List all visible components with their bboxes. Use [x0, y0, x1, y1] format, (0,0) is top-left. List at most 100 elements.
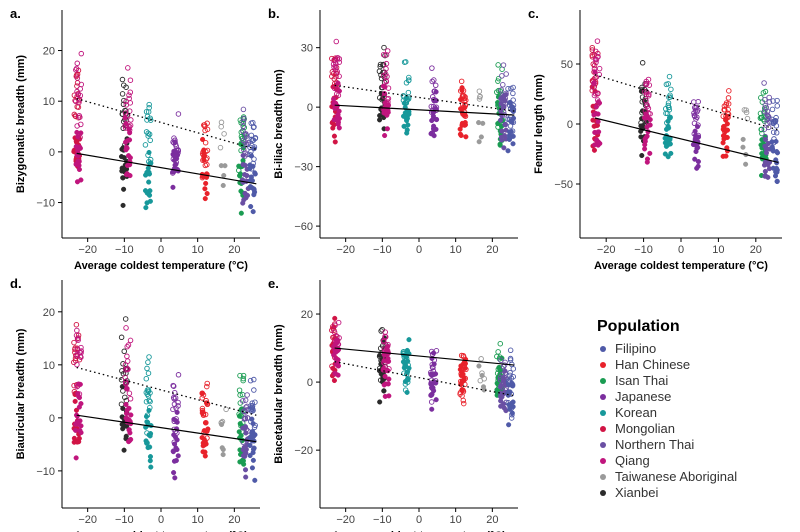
data-point-open — [121, 97, 127, 104]
data-point-filled — [200, 443, 206, 449]
data-point-open — [125, 342, 132, 348]
data-point-filled — [509, 380, 515, 386]
data-point-open — [74, 327, 80, 334]
data-point-open — [241, 124, 248, 131]
data-point-open — [170, 406, 176, 413]
data-point-open — [241, 408, 247, 414]
data-point-open — [508, 415, 515, 421]
data-point-filled — [73, 407, 80, 413]
data-point-filled — [724, 121, 730, 127]
panel-a: a. −20 −10 0 10 20 −10 0 10 20 Average coldest tem… — [10, 6, 260, 272]
data-point-open — [171, 401, 178, 407]
data-point-filled — [332, 139, 338, 145]
data-point-filled — [249, 465, 255, 471]
data-point-open — [204, 435, 210, 441]
data-point-filled — [172, 475, 178, 481]
data-point-open — [218, 123, 224, 130]
data-point-open — [639, 94, 646, 100]
data-point-open — [402, 387, 409, 393]
data-point-filled — [146, 149, 152, 156]
data-point-open — [333, 38, 340, 45]
data-point-open — [237, 392, 243, 398]
legend-item: Xianbei — [600, 485, 658, 500]
data-point-open — [126, 390, 133, 397]
data-point-filled — [330, 365, 336, 371]
data-point-open — [432, 82, 439, 89]
data-point-filled — [502, 122, 508, 128]
data-point-open — [175, 111, 182, 117]
data-point-open — [247, 377, 254, 384]
data-point-filled — [463, 134, 469, 140]
data-point-filled — [405, 122, 411, 128]
data-point-open — [335, 92, 342, 99]
data-point-filled — [200, 136, 206, 142]
data-point-filled — [377, 399, 383, 405]
data-point-open — [377, 61, 384, 68]
data-point-open — [248, 136, 255, 143]
data-point-open — [647, 111, 653, 117]
data-point-open — [242, 397, 249, 403]
data-point-filled — [202, 453, 208, 459]
data-point-filled — [199, 390, 206, 396]
data-point-open — [724, 110, 731, 116]
data-point-open — [248, 149, 254, 155]
data-point-filled — [724, 127, 731, 133]
data-point-filled — [250, 446, 257, 452]
data-point-filled — [480, 120, 486, 126]
data-point-filled — [774, 149, 780, 155]
data-point-open — [639, 60, 646, 66]
data-point-filled — [71, 439, 77, 445]
data-point-filled — [662, 151, 668, 157]
data-point-open — [591, 62, 598, 69]
x-tick-label: 0 — [158, 514, 164, 526]
data-point-open — [145, 370, 152, 376]
x-tick-label: 10 — [450, 514, 462, 526]
data-point-open — [595, 90, 601, 97]
data-point-filled — [174, 437, 180, 443]
x-tick-label: 20 — [228, 514, 240, 526]
data-point-filled — [479, 372, 485, 379]
data-point-open — [119, 76, 126, 83]
data-point-open — [725, 101, 732, 107]
data-point-open — [171, 418, 178, 425]
data-point-open — [507, 369, 513, 376]
data-point-open — [122, 125, 129, 131]
data-point-filled — [121, 186, 127, 192]
data-point-open — [593, 48, 599, 55]
data-point-filled — [761, 162, 768, 168]
data-point-filled — [382, 132, 388, 139]
data-point-filled — [77, 145, 83, 151]
data-point-open — [596, 65, 603, 72]
data-point-open — [236, 167, 242, 174]
x-tick-label: −10 — [115, 514, 134, 526]
y-tick-label: −30 — [294, 162, 313, 174]
fit-line-solid — [334, 104, 515, 116]
data-point-open — [175, 147, 181, 153]
data-point-open — [771, 136, 777, 142]
data-point-open — [507, 123, 514, 129]
data-point-open — [125, 65, 131, 71]
data-point-open — [76, 99, 82, 106]
data-point-filled — [251, 192, 257, 198]
x-axis-title: Average coldest temperature (°C) — [594, 260, 768, 272]
data-point-filled — [244, 173, 250, 179]
data-point-open — [174, 430, 180, 436]
data-point-filled — [404, 110, 410, 116]
data-point-filled — [380, 367, 386, 373]
data-point-filled — [145, 169, 151, 175]
data-point-open — [502, 95, 508, 102]
data-point-open — [118, 401, 125, 407]
x-tick-label: −20 — [336, 514, 355, 526]
data-point-open — [126, 92, 132, 98]
data-point-open — [200, 157, 206, 164]
y-tick-label: 50 — [561, 59, 573, 71]
data-point-filled — [122, 115, 128, 121]
panel-letter: b. — [268, 6, 280, 21]
data-point-filled — [78, 401, 84, 407]
data-point-filled — [124, 172, 130, 178]
y-tick-label: 0 — [567, 119, 573, 131]
y-tick-label: −20 — [294, 445, 313, 457]
data-point-filled — [774, 178, 780, 184]
data-point-open — [510, 366, 517, 372]
data-point-filled — [335, 116, 341, 122]
